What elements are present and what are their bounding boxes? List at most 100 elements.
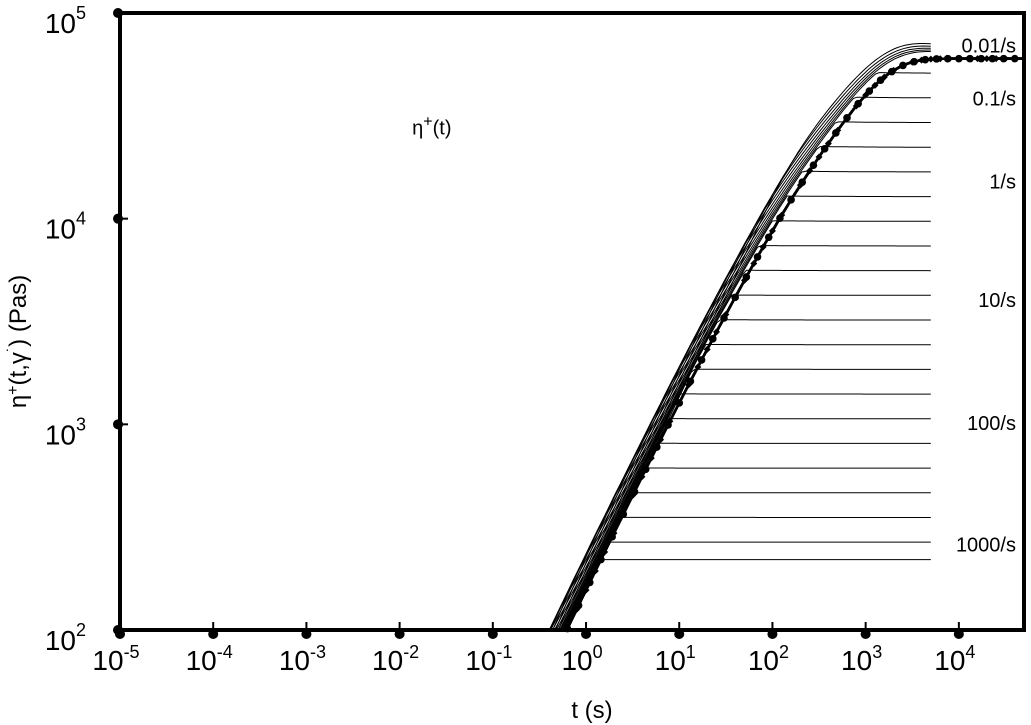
- linear-viscosity-label-args: (t): [433, 117, 452, 139]
- series-marker-1-per-s: [764, 233, 773, 242]
- x-tick-label-exp: 1: [686, 642, 696, 662]
- family-curve-9: [557, 170, 931, 630]
- x-tick-label-exp: -2: [403, 642, 419, 662]
- series-marker-1-per-s: [921, 55, 930, 64]
- x-tick-dot: [860, 629, 871, 639]
- y-tick-label: 103: [45, 414, 86, 450]
- x-tick-label: 101: [655, 642, 696, 676]
- series-label-10/s: 10/s: [978, 290, 1016, 312]
- series-marker-1-per-s: [686, 377, 695, 386]
- series-marker-1-per-s: [854, 99, 862, 108]
- linear-viscosity-marker: [647, 454, 655, 462]
- family-curve-1: [565, 45, 931, 630]
- x-tick-label: 10-5: [92, 642, 139, 676]
- x-tick-dot: [953, 629, 964, 639]
- x-tick-dot: [487, 629, 498, 639]
- y-tick-label-base: 10: [45, 214, 76, 245]
- family-curve-14: [548, 294, 931, 630]
- family-curve-3: [565, 49, 931, 630]
- series-marker-1-per-s: [1010, 54, 1019, 63]
- series-marker-1-per-s: [820, 145, 829, 153]
- series-marker-1-per-s: [787, 196, 795, 204]
- series-marker-1-per-s: [585, 578, 594, 587]
- y-tick-dot: [113, 419, 123, 430]
- x-tick-label-base: 10: [465, 645, 496, 676]
- y-tick-dot: [113, 625, 123, 635]
- family-curve-16: [551, 344, 931, 630]
- series-marker-1-per-s: [977, 54, 986, 63]
- plot-frame: [118, 11, 1026, 632]
- series-marker-1-per-s: [697, 356, 706, 364]
- x-tick-label-base: 10: [934, 645, 965, 676]
- family-curve-7: [562, 121, 931, 630]
- family-curve-11: [552, 220, 931, 630]
- y-axis-title-sup: +: [5, 385, 22, 394]
- family-curve-4: [565, 51, 931, 630]
- series-label-100/s: 100/s: [967, 413, 1016, 435]
- y-tick-label: 105: [45, 3, 86, 39]
- family-curve-25: [563, 558, 931, 630]
- y-tick-dot: [113, 213, 123, 224]
- linear-viscosity-label-symbol: η: [412, 117, 423, 139]
- series-marker-1-per-s: [876, 76, 885, 85]
- series-marker-1-per-s: [641, 465, 650, 474]
- series-label-0.1/s: 0.1/s: [973, 88, 1016, 110]
- y-tick-label: 104: [45, 209, 86, 245]
- x-tick-label-base: 10: [561, 645, 592, 676]
- x-tick-label-exp: -4: [217, 642, 233, 662]
- family-curve-21: [560, 467, 931, 630]
- y-tick-label-base: 10: [45, 625, 76, 656]
- linear-viscosity-marker: [657, 436, 665, 444]
- series-marker-1-per-s: [955, 54, 963, 63]
- family-curve-12: [550, 245, 931, 630]
- x-tick-dot: [767, 629, 778, 639]
- x-tick-label: 104: [934, 642, 975, 676]
- linear-viscosity-marker: [806, 167, 814, 175]
- series-marker-1-per-s: [776, 214, 784, 223]
- linear-viscosity-marker: [694, 363, 702, 371]
- family-curve-24: [562, 541, 931, 630]
- linear-viscosity-label-sup: +: [423, 113, 432, 130]
- series-label-1000/s: 1000/s: [956, 535, 1016, 557]
- y-tick-label-base: 10: [45, 8, 76, 39]
- series-marker-1-per-s: [999, 54, 1008, 63]
- y-axis-title-unit: ) (Pas): [5, 275, 32, 347]
- series-labels: 0.01/s 0.1/s 1/s 10/s 100/s 1000/s: [956, 35, 1016, 556]
- x-tick-dot: [208, 629, 219, 639]
- y-tick-label: 102: [45, 620, 86, 656]
- family-curve-13: [548, 269, 931, 630]
- x-tick-label: 10-3: [279, 642, 326, 676]
- x-tick-label-exp: 4: [965, 642, 975, 662]
- series-marker-1-per-s: [731, 293, 739, 302]
- family-curve-19: [557, 418, 931, 630]
- x-tick-label-exp: 0: [593, 642, 603, 662]
- family-curve-5: [564, 72, 931, 630]
- family-curve-18: [555, 393, 931, 630]
- x-tick-label-base: 10: [748, 645, 779, 676]
- series-marker-1-per-s: [653, 443, 661, 451]
- x-tick-label-exp: 2: [779, 642, 789, 662]
- x-tick-dot: [301, 629, 312, 639]
- linear-viscosity-marker: [927, 55, 935, 63]
- y-axis-title: η+(t,γ˙) (Pas): [5, 275, 33, 408]
- x-tick-dot: [581, 629, 592, 639]
- x-tick-label-base: 10: [92, 645, 123, 676]
- linear-viscosity-marker: [983, 55, 991, 63]
- series-marker-1-per-s: [966, 54, 974, 63]
- series-marker-1-per-s: [742, 273, 751, 281]
- x-tick-label: 102: [748, 642, 789, 676]
- series-marker-1-per-s: [574, 601, 583, 610]
- axes: 10-5 10-4 10-3 10-2 10-1 100 101 102 103 10410210…: [45, 3, 976, 676]
- x-tick-dot: [394, 629, 405, 639]
- linear-viscosity-marker: [768, 227, 776, 235]
- series-marker-1-per-s: [843, 114, 851, 122]
- x-tick-label-exp: -5: [124, 642, 140, 662]
- family-curve-22: [561, 492, 931, 630]
- family-curve-17: [553, 368, 931, 630]
- family-curve-20: [558, 442, 931, 630]
- series-marker-1-per-s: [664, 421, 672, 429]
- x-tick-dot: [674, 629, 685, 639]
- series-marker-1-per-s: [887, 67, 896, 76]
- x-tick-label-base: 10: [186, 645, 217, 676]
